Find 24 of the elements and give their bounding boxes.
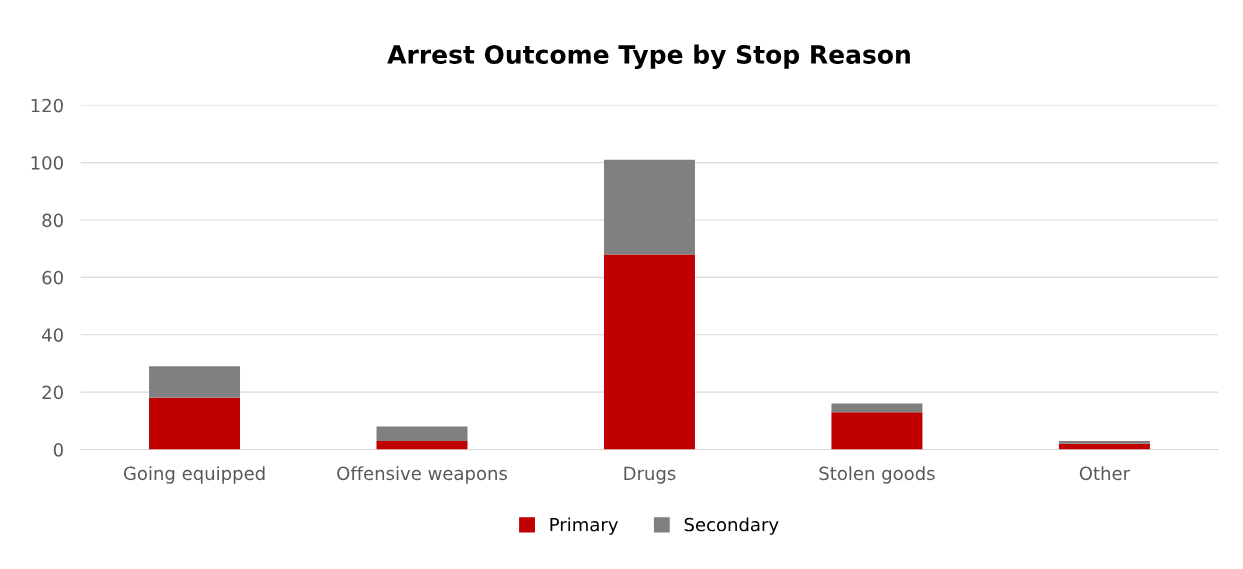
x-tick-label: Going equipped [123,466,265,484]
x-tick-label: Offensive weapons [337,466,507,484]
bar [376,426,468,441]
bar [603,159,695,255]
bar [603,254,695,450]
bar [376,440,468,450]
bar [149,366,241,398]
y-tick-label: 60 [42,270,63,285]
y-tick-label: 80 [42,213,63,228]
legend-label: Secondary [684,517,779,535]
legend-label: Primary [550,517,618,535]
y-tick-label: 20 [42,385,63,400]
y-tick-label: 120 [31,98,63,113]
bar [1058,440,1150,444]
y-tick-label: 0 [53,442,63,457]
x-tick-label: Drugs [624,466,676,484]
bar [149,397,241,450]
bar [831,412,923,450]
x-tick-label: Stolen goods [819,466,935,484]
x-tick-label: Other [1079,466,1131,481]
y-tick-label: 40 [42,328,63,342]
chart-title: Arrest Outcome Type by Stop Reason [387,44,910,69]
y-tick-label: 100 [31,156,63,170]
bar [831,403,923,413]
